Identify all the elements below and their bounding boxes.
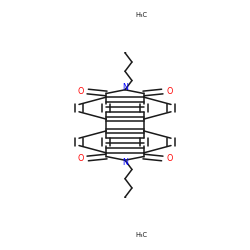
Text: H₃C: H₃C xyxy=(136,232,147,238)
Text: O: O xyxy=(78,87,84,96)
Text: O: O xyxy=(166,87,172,96)
Text: N: N xyxy=(122,158,128,167)
Text: O: O xyxy=(166,154,172,163)
Text: H₃C: H₃C xyxy=(136,12,147,18)
Text: N: N xyxy=(122,83,128,92)
Text: O: O xyxy=(78,154,84,163)
